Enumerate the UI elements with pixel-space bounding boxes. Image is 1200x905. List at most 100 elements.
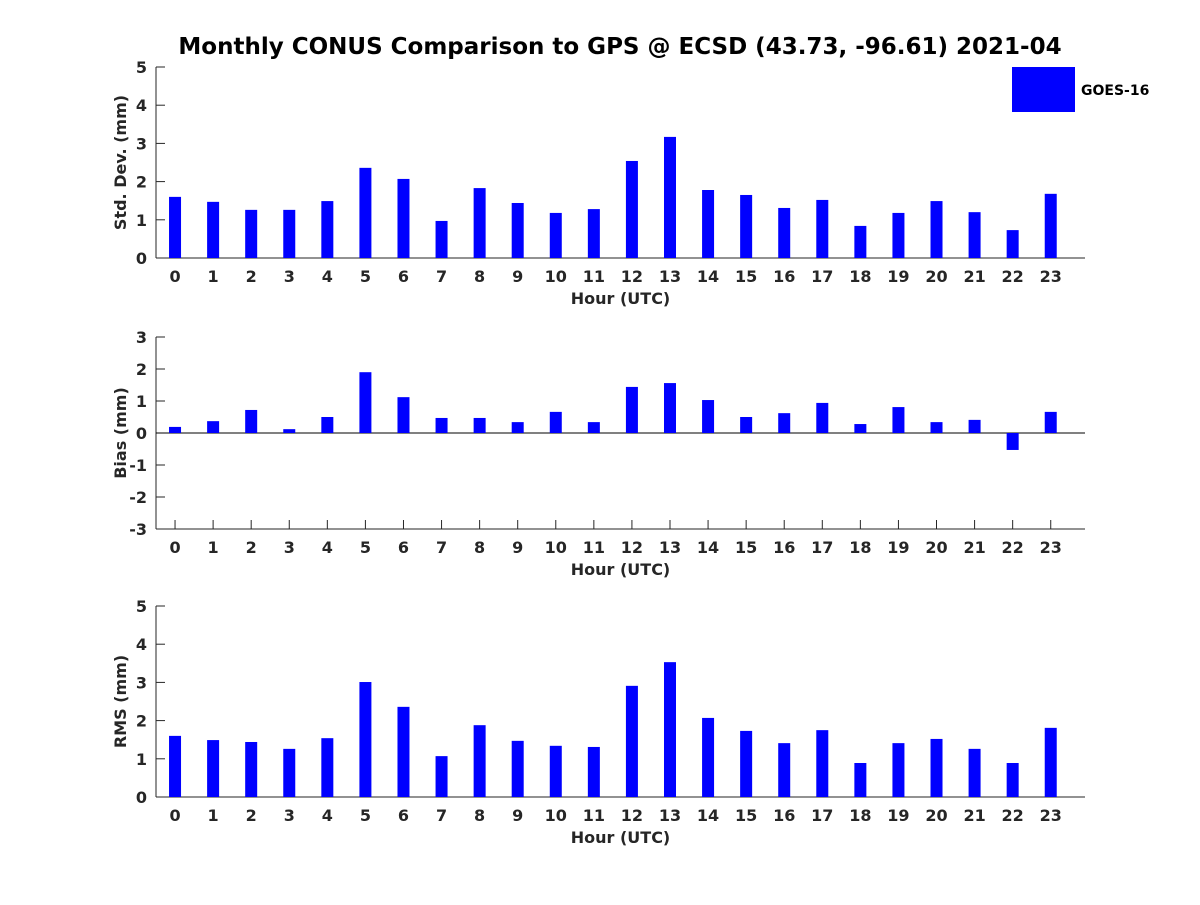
x-tick-label: 16 <box>773 538 795 557</box>
bar-hour-21 <box>968 419 981 433</box>
x-tick-label: 10 <box>545 538 567 557</box>
x-tick-label: 3 <box>284 538 295 557</box>
x-tick-label: 22 <box>1002 538 1024 557</box>
bar-hour-15 <box>740 730 753 797</box>
x-tick-label: 1 <box>208 267 219 286</box>
bar-hour-18 <box>854 763 867 797</box>
x-tick-label: 4 <box>322 267 333 286</box>
x-tick-label: 20 <box>925 267 947 286</box>
x-tick-label: 6 <box>398 267 409 286</box>
legend: GOES-16 <box>1012 67 1149 112</box>
x-tick-label: 15 <box>735 806 757 825</box>
bar-hour-0 <box>169 196 182 258</box>
bar-hour-10 <box>549 212 562 258</box>
bar-hour-18 <box>854 424 867 433</box>
bar-hour-7 <box>435 417 448 433</box>
x-tick-label: 11 <box>583 267 605 286</box>
x-tick-label: 16 <box>773 267 795 286</box>
bar-hour-4 <box>321 201 334 258</box>
bar-hour-13 <box>663 662 676 797</box>
x-tick-label: 9 <box>512 267 523 286</box>
legend-swatch <box>1012 67 1075 112</box>
bar-hour-19 <box>892 743 905 797</box>
x-tick-label: 2 <box>246 538 257 557</box>
bar-hour-9 <box>511 740 524 797</box>
bar-hour-21 <box>968 748 981 797</box>
x-tick-label: 4 <box>322 538 333 557</box>
x-tick-label: 20 <box>925 806 947 825</box>
x-tick-label: 20 <box>925 538 947 557</box>
bar-hour-4 <box>321 417 334 433</box>
x-tick-label: 0 <box>169 538 180 557</box>
bar-hour-15 <box>740 194 753 258</box>
y-tick-label: 0 <box>136 249 147 268</box>
y-tick-label: 2 <box>136 360 147 379</box>
x-tick-label: 19 <box>887 267 909 286</box>
y-axis-label: Bias (mm) <box>111 387 130 479</box>
x-tick-label: 9 <box>512 538 523 557</box>
x-tick-label: 23 <box>1040 267 1062 286</box>
bar-hour-13 <box>663 136 676 258</box>
bar-hour-3 <box>283 429 296 433</box>
bar-hour-16 <box>778 413 791 433</box>
x-tick-label: 21 <box>963 267 985 286</box>
bar-hour-16 <box>778 743 791 797</box>
y-tick-label: 4 <box>136 635 147 654</box>
y-axis-label: Std. Dev. (mm) <box>111 95 130 230</box>
bar-hour-12 <box>625 685 638 797</box>
bar-hour-15 <box>740 417 753 433</box>
x-tick-label: 8 <box>474 267 485 286</box>
x-tick-label: 3 <box>284 267 295 286</box>
x-tick-label: 12 <box>621 538 643 557</box>
bar-hour-19 <box>892 407 905 433</box>
x-tick-label: 22 <box>1002 267 1024 286</box>
y-tick-label: 3 <box>136 134 147 153</box>
x-tick-label: 3 <box>284 806 295 825</box>
x-tick-label: 0 <box>169 267 180 286</box>
x-tick-label: 5 <box>360 267 371 286</box>
x-tick-label: 8 <box>474 806 485 825</box>
bar-hour-16 <box>778 207 791 258</box>
x-tick-label: 4 <box>322 806 333 825</box>
x-tick-label: 17 <box>811 267 833 286</box>
bar-hour-4 <box>321 738 334 797</box>
bar-hour-17 <box>816 199 829 258</box>
bar-hour-21 <box>968 212 981 258</box>
x-tick-label: 21 <box>963 538 985 557</box>
y-tick-label: -3 <box>129 520 147 539</box>
x-tick-label: 2 <box>246 806 257 825</box>
bar-hour-20 <box>930 422 943 433</box>
x-tick-label: 15 <box>735 538 757 557</box>
x-tick-label: 6 <box>398 538 409 557</box>
bar-hour-18 <box>854 225 867 258</box>
bar-hour-10 <box>549 745 562 797</box>
bar-hour-7 <box>435 220 448 258</box>
x-tick-label: 2 <box>246 267 257 286</box>
x-tick-label: 19 <box>887 806 909 825</box>
x-tick-label: 10 <box>545 267 567 286</box>
x-tick-label: 18 <box>849 538 871 557</box>
bar-hour-1 <box>207 201 220 258</box>
bar-hour-0 <box>169 735 182 797</box>
chart-title: Monthly CONUS Comparison to GPS @ ECSD (… <box>178 34 1061 60</box>
x-tick-label: 6 <box>398 806 409 825</box>
bar-hour-20 <box>930 201 943 258</box>
x-tick-label: 17 <box>811 806 833 825</box>
x-tick-label: 1 <box>208 538 219 557</box>
x-tick-label: 9 <box>512 806 523 825</box>
bar-hour-3 <box>283 209 296 258</box>
x-tick-label: 21 <box>963 806 985 825</box>
x-tick-label: 11 <box>583 806 605 825</box>
x-tick-label: 7 <box>436 538 447 557</box>
bar-hour-10 <box>549 411 562 433</box>
bar-hour-0 <box>169 426 182 433</box>
x-tick-label: 1 <box>208 806 219 825</box>
bar-hour-11 <box>587 422 600 433</box>
y-tick-label: 3 <box>136 673 147 692</box>
x-tick-label: 15 <box>735 267 757 286</box>
x-tick-label: 8 <box>474 538 485 557</box>
bar-hour-20 <box>930 738 943 797</box>
